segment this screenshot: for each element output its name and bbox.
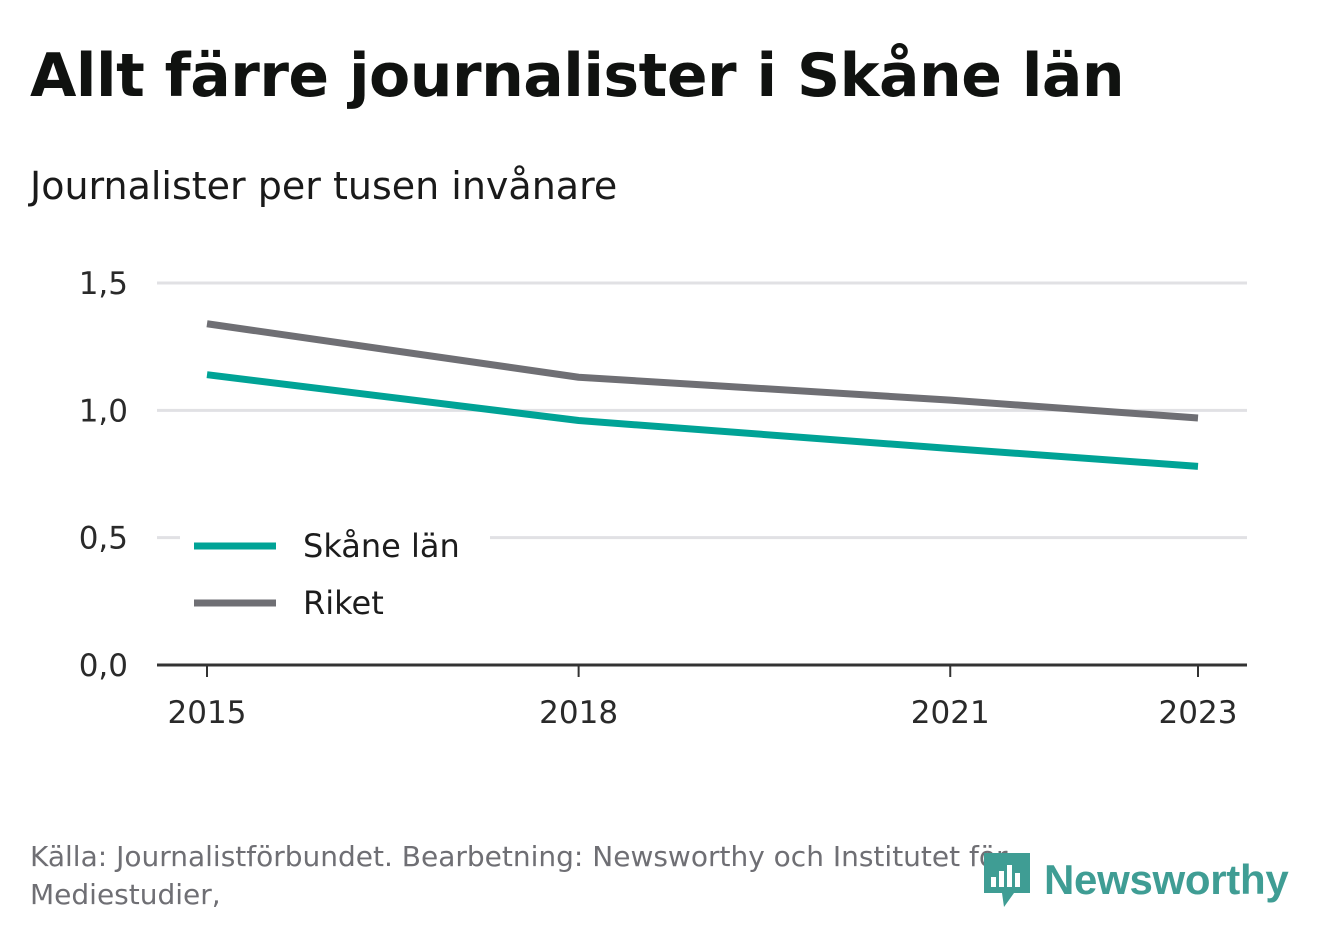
y-tick-label: 1,5: [79, 266, 128, 302]
legend-label: Riket: [303, 584, 384, 622]
series-line-skane-lan: [206, 371, 1199, 470]
chart-title: Allt färre journalister i Skåne län: [30, 41, 1125, 111]
y-tick-label: 0,0: [79, 648, 128, 684]
brand-logo[interactable]: Newsworthy: [980, 850, 1289, 910]
y-tick-label: 0,5: [79, 521, 128, 557]
brand-name: Newsworthy: [1044, 856, 1289, 903]
y-tick-label: 1,0: [79, 393, 128, 429]
x-tick-label: 2023: [1159, 695, 1238, 731]
legend-label: Skåne län: [303, 527, 460, 565]
newsworthy-logo-icon: [984, 853, 1030, 907]
line-chart: 0,0 0,5 1,0 1,5 2015 2018 2021 2023 Skåne län Ri…: [79, 266, 1247, 731]
legend-background: [180, 518, 490, 630]
series-lines: [206, 320, 1199, 470]
x-tick-label: 2015: [168, 695, 247, 731]
chart-subtitle: Journalister per tusen invånare: [30, 164, 618, 208]
source-note: Källa: Journalistförbundet. Bearbetning:…: [30, 840, 1008, 911]
series-line-riket: [206, 320, 1199, 422]
x-tick-label: 2021: [911, 695, 990, 731]
legend: Skåne län Riket: [180, 518, 490, 630]
x-tick-label: 2018: [539, 695, 618, 731]
axes: 0,0 0,5 1,0 1,5 2015 2018 2021 2023: [79, 266, 1247, 731]
